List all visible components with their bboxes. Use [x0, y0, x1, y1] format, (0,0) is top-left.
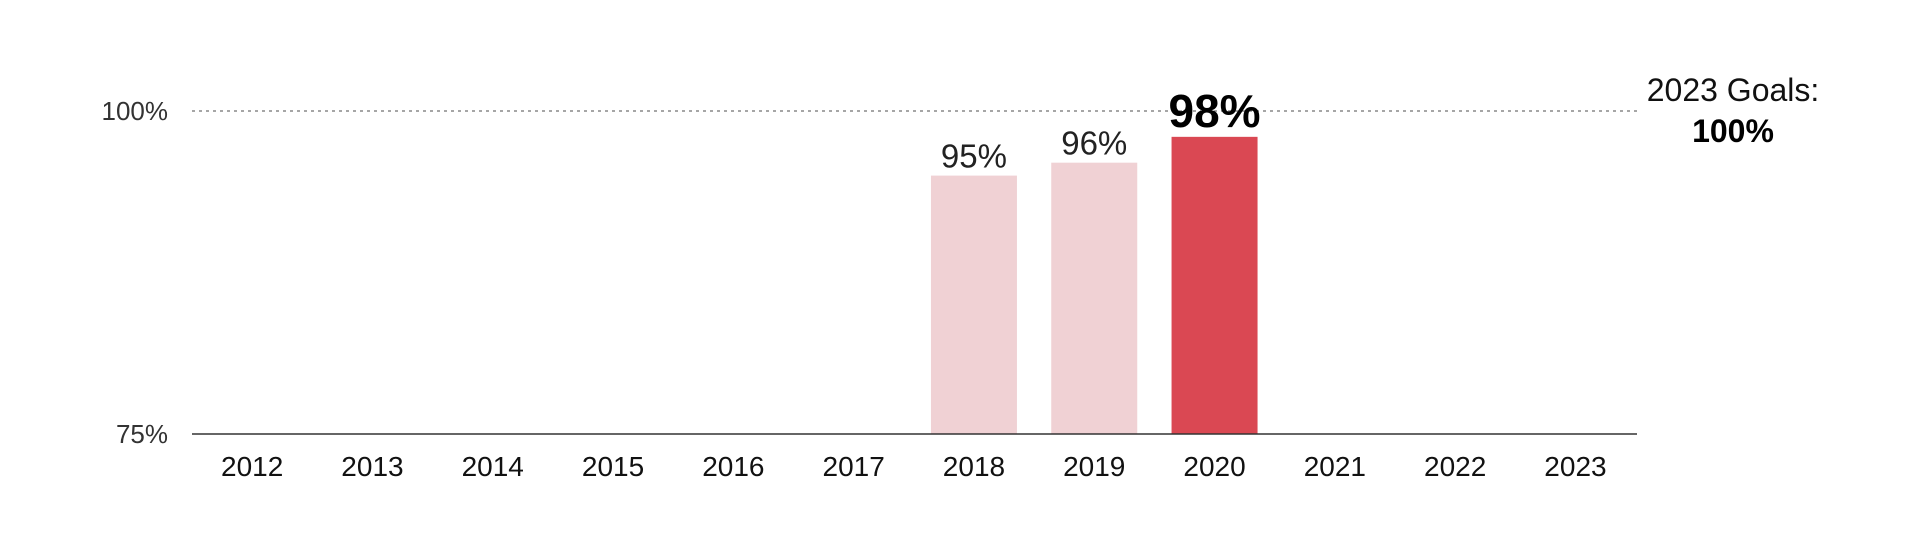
goal-value: 100%	[1692, 113, 1774, 149]
goal-title: 2023 Goals:	[1647, 72, 1820, 108]
bar-2018	[930, 175, 1017, 434]
x-tick-label: 2021	[1304, 451, 1366, 482]
value-label-2020: 98%	[1169, 85, 1261, 137]
x-tick-label: 2018	[943, 451, 1005, 482]
value-label-2018: 95%	[941, 138, 1007, 175]
goal-annotation: 2023 Goals: 100%	[1647, 72, 1820, 149]
x-tick-label: 2022	[1424, 451, 1486, 482]
x-tick-label: 2020	[1183, 451, 1245, 482]
bars	[930, 136, 1258, 434]
value-label-2019: 96%	[1061, 125, 1127, 162]
x-tick-label: 2015	[582, 451, 644, 482]
value-labels: 95% 96% 98%	[941, 85, 1261, 175]
y-axis-ticks: 100% 75%	[102, 96, 169, 449]
x-tick-label: 2023	[1544, 451, 1606, 482]
x-axis-ticks: 2012 2013 2014 2015 2016 2017 2018 2019 2020 2021…	[221, 451, 1607, 482]
x-tick-label: 2012	[221, 451, 283, 482]
x-tick-label: 2019	[1063, 451, 1125, 482]
x-tick-label: 2013	[341, 451, 403, 482]
x-tick-label: 2016	[702, 451, 764, 482]
x-tick-label: 2014	[462, 451, 524, 482]
y-tick-label: 75%	[116, 419, 168, 449]
bar-2019	[1051, 162, 1138, 434]
y-tick-label: 100%	[102, 96, 169, 126]
x-tick-label: 2017	[823, 451, 885, 482]
bar-2020	[1171, 136, 1258, 434]
